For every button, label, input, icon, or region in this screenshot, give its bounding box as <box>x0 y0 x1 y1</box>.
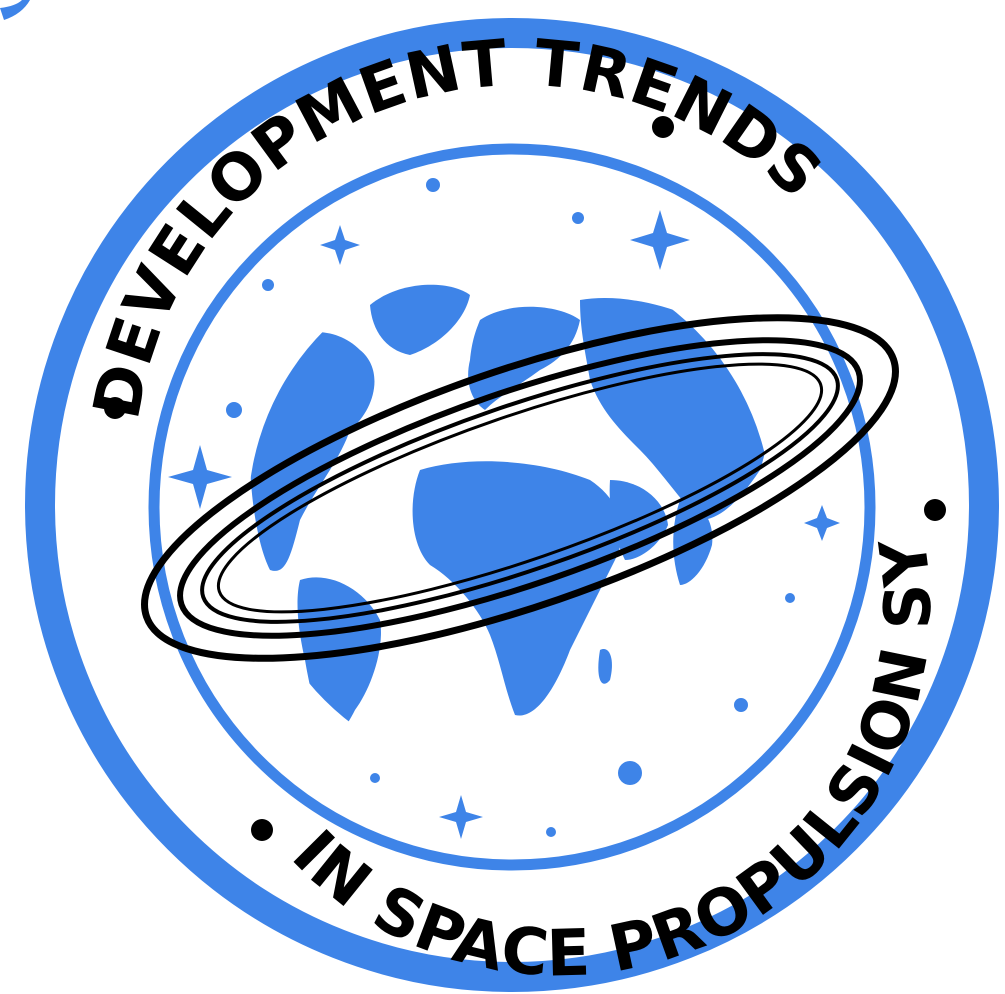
globe-icon <box>248 253 772 777</box>
star-dots <box>226 178 795 837</box>
separator-dots <box>104 116 946 841</box>
planet-ring <box>141 314 899 662</box>
sparkle-star-icon <box>168 210 840 839</box>
inner-ring <box>148 143 876 871</box>
corner-fragment <box>0 0 30 20</box>
